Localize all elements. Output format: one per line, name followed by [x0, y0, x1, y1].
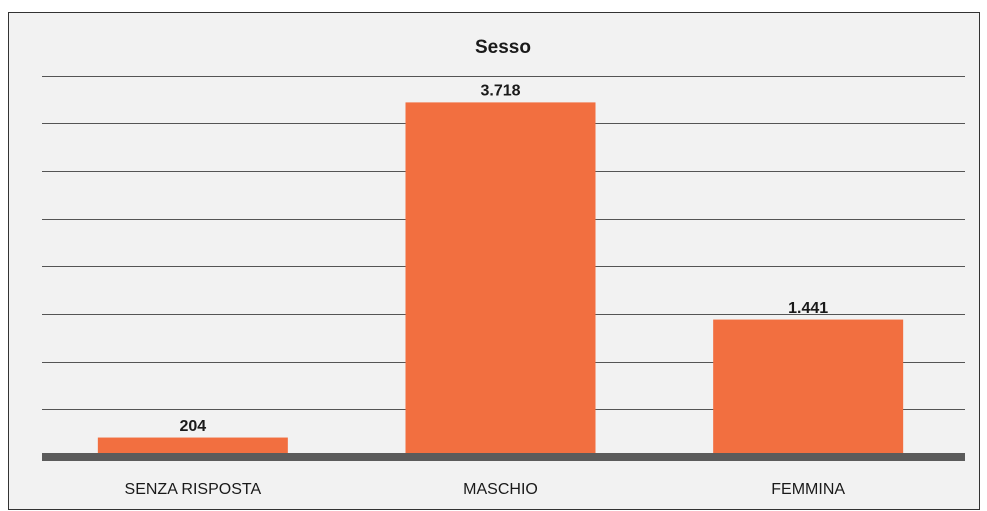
x-axis: [42, 453, 965, 461]
x-tick-label: SENZA RISPOSTA: [125, 481, 262, 498]
value-label: 3.718: [480, 83, 520, 100]
bar: [405, 102, 596, 457]
bar: [97, 437, 288, 457]
x-tick-label: FEMMINA: [771, 481, 845, 498]
chart-title: Sesso: [475, 37, 531, 58]
x-tick-label: MASCHIO: [463, 481, 538, 498]
bar: [713, 319, 904, 457]
value-label: 1.441: [788, 300, 828, 317]
value-label: 204: [179, 418, 206, 435]
